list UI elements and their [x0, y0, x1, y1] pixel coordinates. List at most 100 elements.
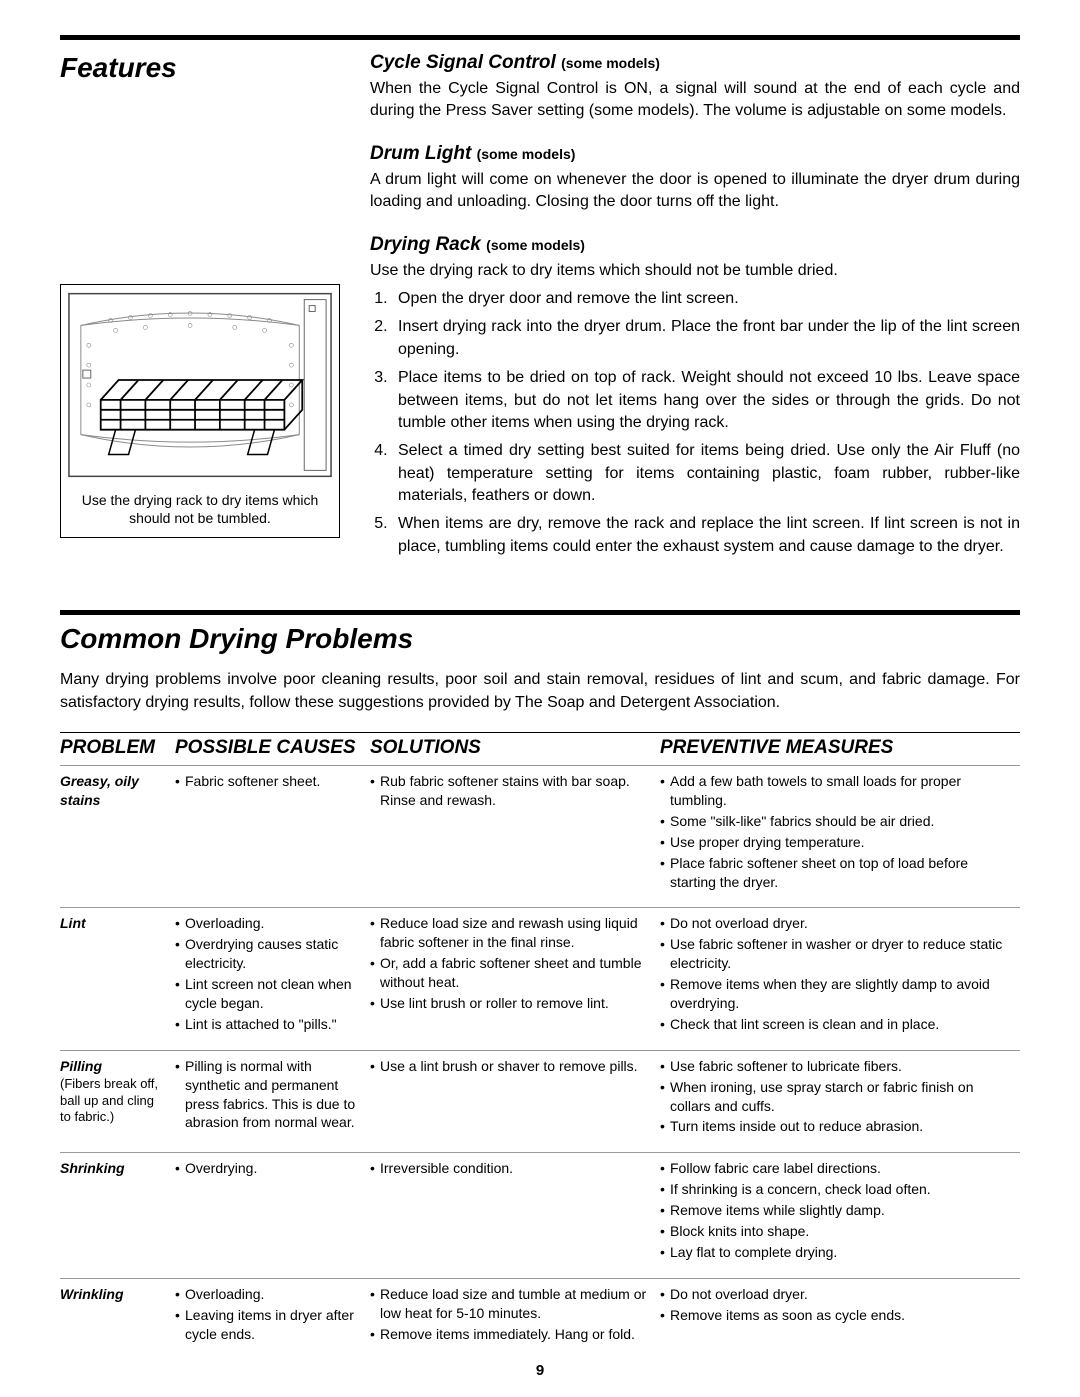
solutions-list: Reduce load size and rewash using liquid…: [370, 914, 650, 1012]
list-item: Check that lint screen is clean and in p…: [660, 1015, 1010, 1034]
list-item: Reduce load size and rewash using liquid…: [370, 914, 650, 952]
causes-cell: Overloading. Overdrying causes static ele…: [175, 908, 370, 1050]
top-rule: [60, 35, 1020, 40]
list-item: Pilling is normal with synthetic and per…: [175, 1057, 360, 1133]
th-solutions: SOLUTIONS: [370, 733, 660, 766]
drying-rack-figure: Use the drying rack to dry items which s…: [60, 284, 340, 538]
causes-cell: Overdrying.: [175, 1153, 370, 1278]
list-item: Remove items when they are slightly damp…: [660, 975, 1010, 1013]
list-item: Overloading.: [175, 914, 360, 933]
step-2: Insert drying rack into the dryer drum. …: [392, 316, 1020, 361]
list-item: Place fabric softener sheet on top of lo…: [660, 854, 1010, 892]
mid-rule: [60, 610, 1020, 615]
feature-drying-rack: Drying Rack (some models) Use the drying…: [370, 234, 1020, 558]
list-item: Fabric softener sheet.: [175, 772, 360, 791]
table-row: Wrinkling Overloading. Leaving items in dr…: [60, 1278, 1020, 1359]
list-item: Use fabric softener in washer or dryer t…: [660, 935, 1010, 973]
problem-cell: Greasy, oily stains: [60, 766, 175, 908]
features-right-col: Cycle Signal Control (some models) When …: [370, 52, 1020, 580]
list-item: Rub fabric softener stains with bar soap…: [370, 772, 650, 810]
list-item: Irreversible condition.: [370, 1159, 650, 1178]
list-item: Use a lint brush or shaver to remove pil…: [370, 1057, 650, 1076]
figure-caption: Use the drying rack to dry items which s…: [61, 485, 339, 537]
drying-rack-illustration: [61, 285, 339, 485]
problem-name: Greasy, oily stains: [60, 773, 139, 808]
list-item: Remove items as soon as cycle ends.: [660, 1306, 1010, 1325]
causes-list: Overloading. Overdrying causes static ele…: [175, 914, 360, 1033]
common-problems-title: Common Drying Problems: [60, 623, 1020, 655]
step-4: Select a timed dry setting best suited f…: [392, 440, 1020, 507]
list-item: Lint screen not clean when cycle began.: [175, 975, 360, 1013]
preventive-cell: Add a few bath towels to small loads for…: [660, 766, 1020, 908]
list-item: Overdrying causes static electricity.: [175, 935, 360, 973]
feature-body-1: A drum light will come on whenever the d…: [370, 169, 1020, 212]
solutions-cell: Reduce load size and rewash using liquid…: [370, 908, 660, 1050]
causes-list: Overloading. Leaving items in dryer after…: [175, 1285, 360, 1344]
drying-rack-steps: Open the dryer door and remove the lint …: [392, 288, 1020, 558]
solutions-cell: Rub fabric softener stains with bar soap…: [370, 766, 660, 908]
problem-cell: Shrinking: [60, 1153, 175, 1278]
table-row: Greasy, oily stains Fabric softener sheet…: [60, 766, 1020, 908]
list-item: When ironing, use spray starch or fabric…: [660, 1078, 1010, 1116]
features-left-col: Features: [60, 52, 340, 580]
causes-cell: Pilling is normal with synthetic and per…: [175, 1050, 370, 1153]
solutions-list: Reduce load size and tumble at medium or…: [370, 1285, 650, 1344]
problem-cell: Pilling(Fibers break off, ball up and cl…: [60, 1050, 175, 1153]
feature-drum-light: Drum Light (some models) A drum light wi…: [370, 143, 1020, 212]
feature-heading-1: Drum Light (some models): [370, 143, 575, 164]
solutions-list: Rub fabric softener stains with bar soap…: [370, 772, 650, 810]
list-item: Overloading.: [175, 1285, 360, 1304]
solutions-list: Use a lint brush or shaver to remove pil…: [370, 1057, 650, 1076]
page-number: 9: [0, 1362, 1080, 1379]
features-section: Features: [60, 52, 1020, 580]
feature-heading-2: Drying Rack (some models): [370, 234, 585, 255]
list-item: Use fabric softener to lubricate fibers.: [660, 1057, 1010, 1076]
list-item: Turn items inside out to reduce abrasion…: [660, 1117, 1010, 1136]
list-item: Remove items while slightly damp.: [660, 1201, 1010, 1220]
preventive-list: Add a few bath towels to small loads for…: [660, 772, 1010, 891]
preventive-list: Do not overload dryer. Use fabric softene…: [660, 914, 1010, 1033]
causes-cell: Fabric softener sheet.: [175, 766, 370, 908]
list-item: Leaving items in dryer after cycle ends.: [175, 1306, 360, 1344]
list-item: Do not overload dryer.: [660, 1285, 1010, 1304]
list-item: Remove items immediately. Hang or fold.: [370, 1325, 650, 1344]
solutions-list: Irreversible condition.: [370, 1159, 650, 1178]
causes-list: Overdrying.: [175, 1159, 360, 1178]
problem-name: Lint: [60, 915, 86, 931]
features-title: Features: [60, 52, 340, 84]
preventive-cell: Use fabric softener to lubricate fibers.…: [660, 1050, 1020, 1153]
problem-cell: Wrinkling: [60, 1278, 175, 1359]
problem-name: Shrinking: [60, 1160, 125, 1176]
list-item: Lay flat to complete drying.: [660, 1243, 1010, 1262]
preventive-list: Follow fabric care label directions.If s…: [660, 1159, 1010, 1261]
list-item: Overdrying.: [175, 1159, 360, 1178]
problems-table: PROBLEM POSSIBLE CAUSES SOLUTIONS PREVEN…: [60, 732, 1020, 1359]
preventive-cell: Follow fabric care label directions.If s…: [660, 1153, 1020, 1278]
solutions-cell: Reduce load size and tumble at medium or…: [370, 1278, 660, 1359]
list-item: Use proper drying temperature.: [660, 833, 1010, 852]
th-causes: POSSIBLE CAUSES: [175, 733, 370, 766]
solutions-cell: Use a lint brush or shaver to remove pil…: [370, 1050, 660, 1153]
th-preventive: PREVENTIVE MEASURES: [660, 733, 1020, 766]
table-row: Pilling(Fibers break off, ball up and cl…: [60, 1050, 1020, 1153]
preventive-cell: Do not overload dryer. Use fabric softene…: [660, 908, 1020, 1050]
common-problems-intro: Many drying problems involve poor cleani…: [60, 669, 1020, 714]
feature-heading-0: Cycle Signal Control (some models): [370, 52, 660, 73]
preventive-list: Do not overload dryer. Remove items as so…: [660, 1285, 1010, 1325]
list-item: Use lint brush or roller to remove lint.: [370, 994, 650, 1013]
list-item: Reduce load size and tumble at medium or…: [370, 1285, 650, 1323]
list-item: Lint is attached to "pills.": [175, 1015, 360, 1034]
list-item: Do not overload dryer.: [660, 914, 1010, 933]
preventive-cell: Do not overload dryer. Remove items as so…: [660, 1278, 1020, 1359]
list-item: Some "silk-like" fabrics should be air d…: [660, 812, 1010, 831]
list-item: Follow fabric care label directions.: [660, 1159, 1010, 1178]
problem-name: Wrinkling: [60, 1286, 124, 1302]
table-row: Shrinking Overdrying. Irreversible conditi…: [60, 1153, 1020, 1278]
step-1: Open the dryer door and remove the lint …: [392, 288, 1020, 310]
feature-cycle-signal: Cycle Signal Control (some models) When …: [370, 52, 1020, 121]
preventive-list: Use fabric softener to lubricate fibers.…: [660, 1057, 1010, 1137]
step-3: Place items to be dried on top of rack. …: [392, 367, 1020, 434]
causes-list: Pilling is normal with synthetic and per…: [175, 1057, 360, 1133]
problem-cell: Lint: [60, 908, 175, 1050]
list-item: Or, add a fabric softener sheet and tumb…: [370, 954, 650, 992]
